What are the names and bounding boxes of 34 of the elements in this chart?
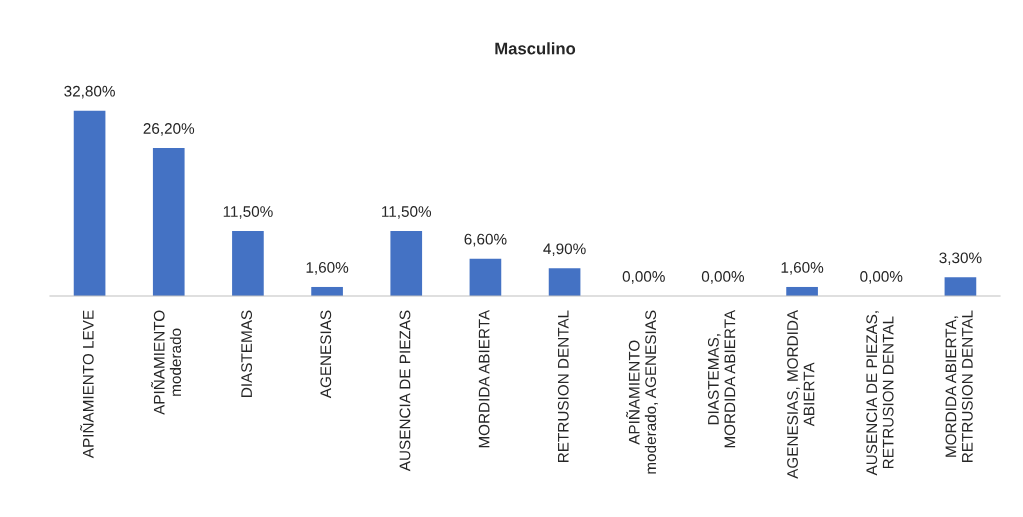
x-tick-label: APIÑAMIENTO moderado — [151, 310, 182, 415]
bar — [944, 277, 977, 296]
bar — [390, 231, 423, 296]
x-tick-label: DIASTEMAS, MORDIDA ABIERTA — [707, 309, 736, 448]
x-tick-label: DIASTEMAS — [241, 310, 253, 397]
data-label: 0,00% — [701, 271, 745, 284]
data-label: 1,60% — [781, 262, 824, 275]
bar — [548, 268, 581, 296]
data-label: 11,50% — [223, 206, 273, 219]
data-label: 32,80% — [64, 85, 115, 99]
x-tick-label: AGENESIAS, MORDIDA ABIERTA — [787, 309, 815, 479]
x-tick-label: APIÑAMIENTO moderado, AGENESIAS — [626, 310, 658, 474]
data-label: 1,60% — [306, 262, 349, 275]
bar — [311, 286, 343, 296]
bar — [152, 148, 185, 296]
data-label: 0,00% — [622, 271, 665, 284]
data-label: 11,50% — [382, 206, 432, 219]
x-tick-label: APIÑAMIENTO LEVE — [80, 310, 94, 459]
x-tick-label: MORDIDA ABIERTA — [478, 309, 490, 448]
chart-title: Masculino — [495, 42, 576, 55]
data-label: 4,90% — [543, 243, 586, 256]
bar — [73, 110, 106, 296]
bar — [469, 258, 502, 296]
data-label: 26,20% — [143, 123, 195, 136]
x-tick-label: AUSENCIA DE PIEZAS, RETRUSION DENTAL — [866, 311, 894, 476]
x-tick-label: MORDIDA ABIERTA, RETRUSION DENTAL — [945, 310, 973, 462]
bar — [786, 286, 818, 296]
x-tick-label: RETRUSION DENTAL — [557, 310, 569, 462]
x-tick-label: AGENESIAS — [320, 310, 332, 399]
data-label: 3,30% — [939, 252, 982, 266]
x-tick-label: AUSENCIA DE PIEZAS — [399, 310, 411, 472]
bar — [232, 231, 264, 296]
data-label: 0,00% — [860, 271, 903, 284]
data-label: 6,60% — [464, 233, 507, 247]
